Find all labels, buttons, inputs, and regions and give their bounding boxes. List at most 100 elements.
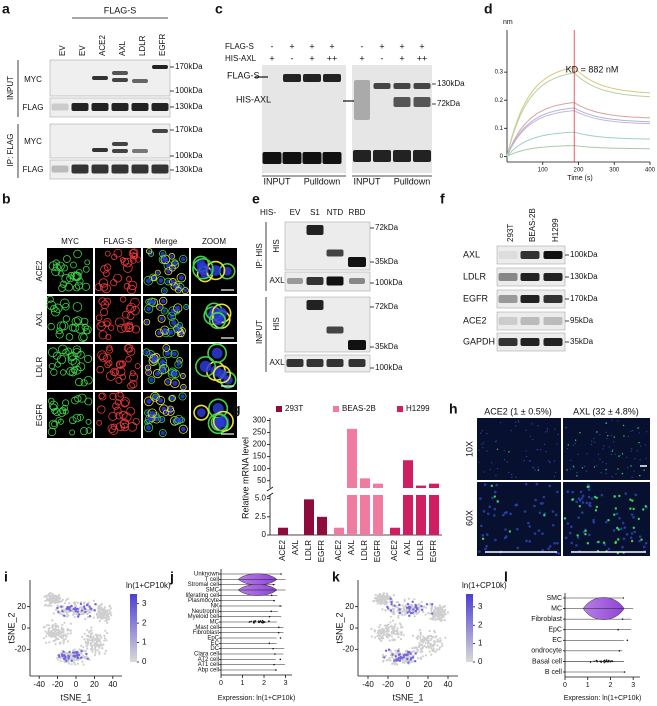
cell-point bbox=[381, 594, 384, 597]
cell-point bbox=[56, 604, 59, 607]
cell-point bbox=[48, 633, 51, 637]
nucleus bbox=[168, 329, 174, 335]
stain bbox=[644, 505, 648, 508]
blot-band bbox=[152, 129, 168, 133]
cell-point bbox=[393, 611, 396, 614]
cell-point bbox=[52, 600, 56, 603]
label: 130kDa bbox=[175, 165, 203, 174]
nucleus bbox=[514, 425, 517, 427]
stain bbox=[571, 498, 574, 502]
cell-point bbox=[63, 633, 66, 636]
cell bbox=[212, 410, 234, 432]
cell-point bbox=[393, 625, 397, 628]
cell bbox=[195, 356, 217, 377]
bar bbox=[360, 478, 370, 488]
nucleus bbox=[588, 533, 591, 537]
cell-point bbox=[83, 601, 86, 604]
cell bbox=[164, 378, 172, 386]
cell bbox=[62, 399, 70, 407]
cell-point bbox=[48, 627, 51, 631]
cell-point bbox=[398, 603, 401, 607]
nucleus bbox=[627, 435, 630, 438]
cell-point bbox=[420, 600, 423, 603]
cell bbox=[58, 284, 66, 292]
cell-point bbox=[90, 647, 93, 650]
cell bbox=[159, 364, 169, 374]
cell-point bbox=[385, 595, 388, 598]
nucleus bbox=[638, 432, 640, 434]
cell bbox=[131, 252, 139, 260]
cell-point bbox=[56, 606, 59, 610]
cell-point bbox=[89, 607, 92, 610]
cell-point bbox=[385, 635, 389, 639]
nucleus bbox=[147, 249, 151, 253]
cell-point bbox=[45, 635, 48, 638]
stain bbox=[587, 485, 590, 488]
cell-point bbox=[394, 623, 397, 626]
category-label: Neutrophil bbox=[192, 609, 219, 615]
cell-point bbox=[71, 609, 74, 613]
nucleus bbox=[490, 462, 493, 464]
colorbar-tick-label: 1 bbox=[478, 639, 483, 648]
cell-point bbox=[82, 646, 85, 649]
cell bbox=[47, 397, 55, 405]
label: ACE2 bbox=[463, 315, 487, 325]
stain bbox=[602, 541, 606, 544]
nucleus bbox=[501, 513, 505, 517]
stain bbox=[639, 474, 641, 477]
cell bbox=[56, 327, 63, 335]
cell-point bbox=[408, 603, 411, 607]
cell-point bbox=[444, 636, 447, 639]
cell-point bbox=[66, 597, 69, 601]
label: - bbox=[361, 41, 364, 51]
x-tick-label: ACE2 bbox=[390, 539, 399, 560]
label: AXL bbox=[269, 358, 285, 367]
cell-point bbox=[105, 615, 108, 618]
cell bbox=[109, 425, 119, 435]
cell-point bbox=[411, 611, 414, 614]
cell-point bbox=[52, 612, 55, 615]
cell-point bbox=[107, 616, 110, 619]
nucleus bbox=[617, 420, 619, 422]
cell-point bbox=[393, 612, 396, 615]
nucleus bbox=[553, 475, 556, 478]
cell bbox=[106, 360, 113, 367]
cell bbox=[53, 263, 61, 272]
nucleus bbox=[528, 460, 531, 462]
cell bbox=[144, 304, 154, 314]
stain bbox=[563, 517, 567, 520]
cell-point bbox=[389, 615, 392, 618]
cell bbox=[69, 429, 76, 436]
stain bbox=[537, 469, 540, 471]
nucleus bbox=[478, 461, 480, 464]
cell-point bbox=[436, 638, 439, 641]
label: FLAG bbox=[23, 165, 44, 174]
cell bbox=[169, 278, 177, 286]
nucleus bbox=[503, 511, 507, 515]
blot-band bbox=[131, 103, 149, 111]
nucleus bbox=[546, 428, 549, 430]
cell-point bbox=[623, 671, 626, 673]
nucleus bbox=[478, 550, 481, 553]
nucleus bbox=[553, 541, 556, 545]
cell bbox=[81, 323, 89, 331]
cell-point bbox=[68, 650, 71, 654]
label: 100kDa bbox=[375, 278, 403, 287]
category-label: NK bbox=[211, 604, 219, 610]
label: HIS-AXL bbox=[225, 54, 257, 63]
cell-point bbox=[378, 635, 381, 638]
blot-band bbox=[498, 317, 518, 325]
cell-point bbox=[434, 605, 437, 609]
nucleus bbox=[534, 498, 537, 502]
stain bbox=[593, 466, 596, 468]
cell-point bbox=[99, 644, 102, 648]
stain bbox=[613, 436, 616, 438]
cell bbox=[150, 274, 158, 282]
cell-point bbox=[47, 593, 50, 597]
cell-point bbox=[429, 617, 432, 620]
cell-point bbox=[68, 629, 71, 632]
nucleus bbox=[529, 435, 532, 437]
cell-point bbox=[376, 594, 380, 597]
cell-point bbox=[429, 602, 432, 605]
cell-point bbox=[44, 630, 47, 633]
